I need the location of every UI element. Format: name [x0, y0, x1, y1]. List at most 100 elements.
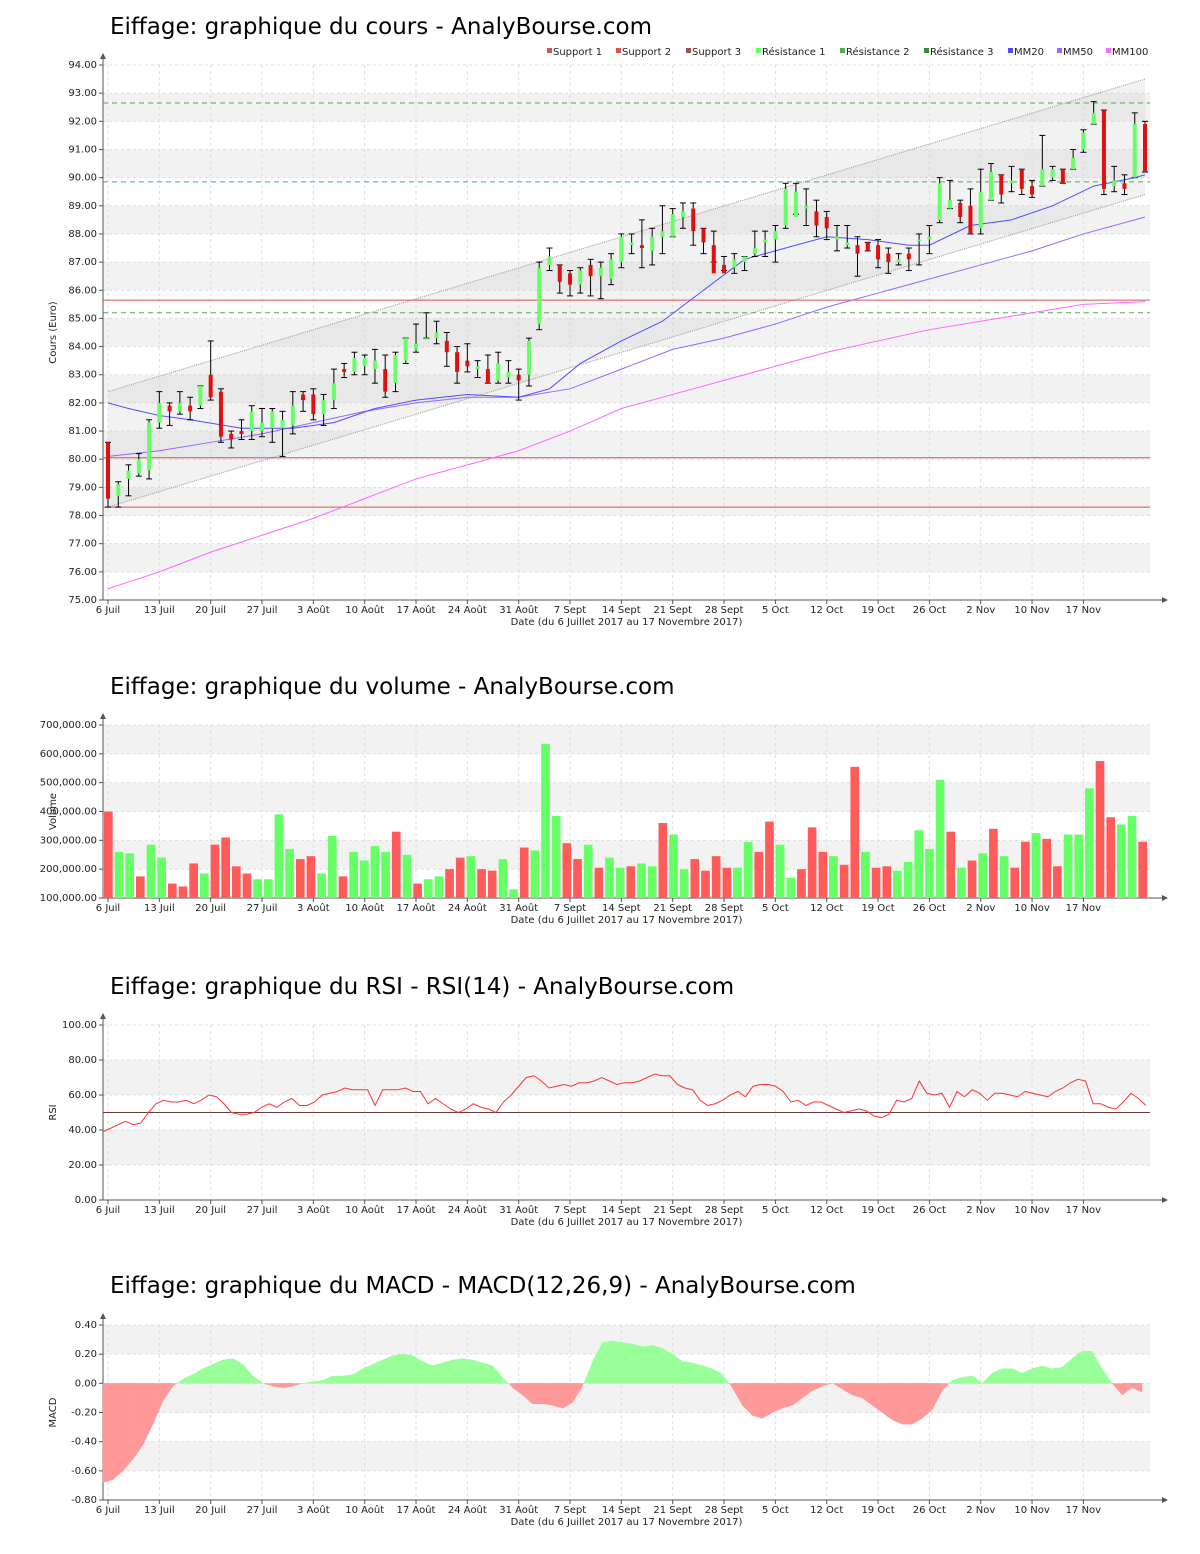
- macd-area: [772, 1383, 783, 1413]
- macd-area: [322, 1375, 334, 1384]
- candle-body: [906, 253, 911, 260]
- candle-body: [804, 205, 809, 209]
- price-x-tick-label: 27 Juil: [247, 605, 278, 616]
- volume-bar: [391, 831, 401, 898]
- macd-area: [282, 1383, 294, 1388]
- volume-bar: [605, 857, 614, 898]
- macd-area: [1131, 1383, 1143, 1393]
- candle-body: [136, 459, 141, 474]
- candle-body: [414, 343, 419, 350]
- price-grid-band: [103, 374, 1150, 403]
- rsi-y-tick-label: 80.00: [68, 1055, 97, 1066]
- volume-bar: [583, 844, 593, 898]
- macd-area: [712, 1368, 723, 1384]
- macd-area: [762, 1383, 773, 1419]
- volume-bar: [423, 879, 433, 898]
- macd-area: [502, 1377, 509, 1384]
- volume-bar: [1042, 838, 1052, 898]
- volume-bar: [967, 860, 977, 898]
- candle-body: [783, 188, 788, 226]
- price-y-tick-label: 78.00: [68, 511, 97, 522]
- volume-bar: [1074, 834, 1084, 898]
- macd-x-tick-label: 10 Août: [345, 1504, 384, 1516]
- rsi-x-tick-label: 31 Août: [499, 1204, 538, 1216]
- macd-y-tick-label: 0.40: [75, 1320, 97, 1331]
- volume-bar: [402, 854, 412, 898]
- price-x-tick-label: 12 Oct: [810, 605, 843, 616]
- macd-area: [682, 1361, 693, 1384]
- rsi-grid-band: [103, 1130, 1150, 1165]
- candle-body: [424, 338, 429, 340]
- volume-bar: [658, 823, 668, 898]
- volume-bar: [530, 850, 540, 898]
- macd-x-tick-label: 24 Août: [448, 1504, 487, 1516]
- macd-area: [1041, 1365, 1053, 1384]
- candle-body: [732, 259, 737, 268]
- rsi-y-tick-label: 60.00: [68, 1090, 97, 1101]
- volume-bar: [455, 857, 465, 898]
- legend-label: MM100: [1112, 47, 1148, 58]
- rsi-x-tick-label: 21 Sept: [653, 1205, 692, 1216]
- volume-bar: [1106, 817, 1116, 898]
- volume-bar: [1063, 834, 1073, 898]
- price-x-tick-label: 10 Août: [345, 604, 384, 616]
- volume-bar: [701, 870, 710, 898]
- legend-swatch: [1057, 48, 1062, 53]
- candle-body: [588, 264, 593, 277]
- volume-bar: [946, 831, 956, 898]
- volume-bar: [722, 867, 732, 898]
- candle-body: [270, 411, 275, 429]
- macd-area: [632, 1343, 643, 1384]
- rsi-y-tick-label: 40.00: [68, 1125, 97, 1136]
- macd-x-tick-label: 17 Nov: [1066, 1505, 1102, 1516]
- macd-area: [692, 1362, 703, 1384]
- volume-bar: [893, 870, 902, 898]
- macd-area: [312, 1380, 324, 1384]
- volume-bar: [1053, 866, 1062, 898]
- macd-area: [462, 1358, 473, 1384]
- volume-grid-band: [103, 725, 1150, 754]
- price-x-tick-label: 10 Nov: [1014, 605, 1050, 616]
- macd-x-tick-label: 26 Oct: [913, 1505, 946, 1516]
- candle-body: [301, 394, 306, 401]
- volume-bar: [1138, 841, 1147, 898]
- macd-area: [202, 1363, 214, 1384]
- legend-label: Support 2: [622, 47, 671, 58]
- price-y-tick-label: 92.00: [68, 116, 97, 127]
- volume-bar: [626, 866, 636, 898]
- candle-body: [188, 405, 193, 412]
- volume-bar: [359, 860, 369, 898]
- macd-x-tick-label: 31 Août: [499, 1504, 538, 1516]
- volume-bar: [274, 814, 284, 898]
- rsi-x-tick-label: 3 Août: [297, 1204, 330, 1216]
- candle-body: [999, 174, 1004, 195]
- candle-body: [1112, 180, 1117, 187]
- macd-area: [882, 1383, 893, 1421]
- volume-x-tick-label: 13 Juil: [144, 903, 175, 914]
- macd-area: [602, 1340, 613, 1384]
- candle-body: [917, 239, 922, 242]
- candle-body: [116, 484, 121, 496]
- price-grid-band: [103, 543, 1150, 572]
- volume-bar: [1021, 841, 1030, 898]
- volume-bar: [690, 859, 700, 898]
- price-x-tick-label: 19 Oct: [861, 605, 894, 616]
- price-y-tick-label: 90.00: [68, 173, 97, 184]
- volume-bar: [679, 869, 689, 898]
- volume-x-tick-label: 28 Sept: [705, 903, 744, 914]
- rsi-y-tick-label: 20.00: [68, 1160, 97, 1171]
- candle-body: [311, 394, 316, 415]
- legend-label: MM50: [1063, 47, 1093, 58]
- price-y-tick-label: 91.00: [68, 144, 97, 155]
- price-y-tick-label: 79.00: [68, 482, 97, 493]
- volume-bar: [498, 859, 508, 898]
- volume-bar: [743, 841, 753, 898]
- macd-x-axis-arrow: [1162, 1497, 1168, 1503]
- candle-body: [1009, 180, 1014, 184]
- candle-body: [1030, 186, 1035, 195]
- candle-body: [845, 242, 850, 246]
- price-y-tick-label: 93.00: [68, 88, 97, 99]
- legend-label: Résistance 2: [846, 46, 909, 58]
- rsi-x-tick-label: 10 Nov: [1014, 1205, 1050, 1216]
- candle-body: [660, 231, 665, 237]
